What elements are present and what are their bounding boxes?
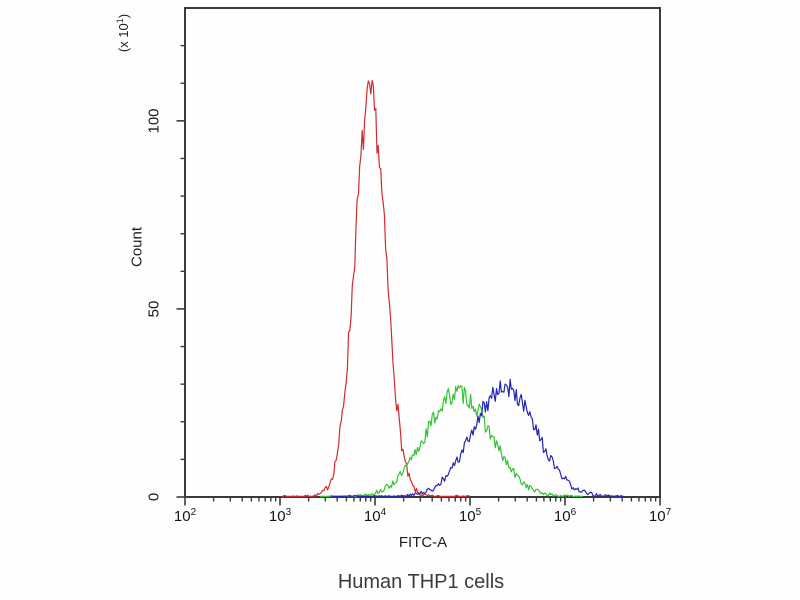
curve-red — [281, 79, 470, 497]
y-tick-label: 50 — [145, 300, 163, 318]
chart-title: Human THP1 cells — [337, 571, 505, 593]
x-tick-label: 102 — [173, 507, 197, 525]
y-tick-label: 0 — [145, 492, 163, 502]
curve-blue — [332, 378, 624, 497]
plot-frame — [184, 7, 661, 498]
x-tick-label: 106 — [553, 507, 577, 525]
y-tick-label: 100 — [145, 108, 163, 134]
y-axis-unit-prefix: (x 10 — [116, 23, 132, 53]
x-axis-label: FITC-A — [398, 534, 448, 551]
x-tick-label: 105 — [458, 507, 482, 525]
x-tick-label: 103 — [268, 507, 292, 525]
curve-green — [319, 385, 583, 497]
y-axis-unit-label: (x 101) — [115, 14, 131, 52]
x-tick-label: 107 — [648, 507, 672, 525]
x-tick-label: 104 — [363, 507, 387, 525]
y-axis-unit-exponent: 1 — [114, 18, 125, 24]
y-axis-label: Count — [128, 226, 146, 268]
y-axis-unit-suffix: ) — [116, 13, 132, 19]
